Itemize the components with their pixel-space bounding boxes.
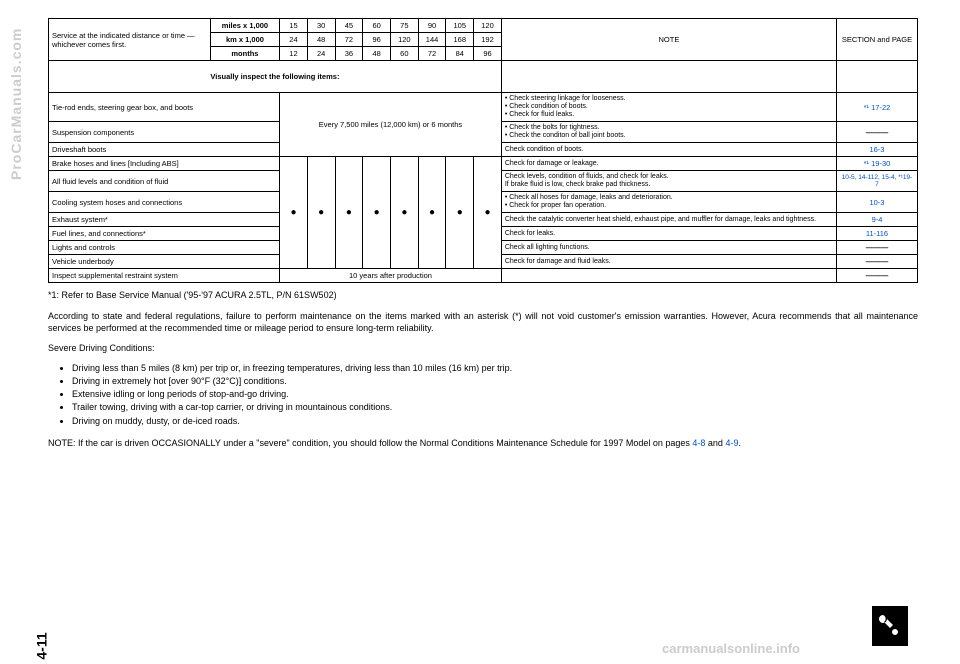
item-label: Driveshaft boots xyxy=(49,143,280,157)
footnote: *1: Refer to Base Service Manual ('95-'9… xyxy=(48,289,918,301)
page-ref: ——— xyxy=(836,255,917,269)
note-cell: Check for damage or leakage. xyxy=(501,157,836,171)
maintenance-table: Service at the indicated distance or tim… xyxy=(48,18,918,283)
note-cell: Check for leaks. xyxy=(501,227,836,241)
list-item: Driving in extremely hot [over 90°F (32°… xyxy=(72,375,918,387)
page-ref[interactable]: 10-5, 14-112, 15-4, *¹19-7 xyxy=(836,171,917,192)
page-ref[interactable]: 16-3 xyxy=(836,143,917,157)
item-label: Vehicle underbody xyxy=(49,255,280,269)
item-label: Brake hoses and lines [Including ABS] xyxy=(49,157,280,171)
list-item: Driving less than 5 miles (8 km) per tri… xyxy=(72,362,918,374)
page-link[interactable]: 4-8 xyxy=(692,438,705,448)
list-item: Driving on muddy, dusty, or de-iced road… xyxy=(72,415,918,427)
regulations-para: According to state and federal regulatio… xyxy=(48,310,918,334)
page-ref: ——— xyxy=(836,122,917,143)
visual-inspect-header: Visually inspect the following items: xyxy=(49,61,502,93)
note-cell: • Check steering linkage for looseness. … xyxy=(501,93,836,122)
severe-label: Severe Driving Conditions: xyxy=(48,342,918,354)
item-label: All fluid levels and condition of fluid xyxy=(49,171,280,192)
section-header: SECTION and PAGE xyxy=(836,19,917,61)
page-ref[interactable]: 10-3 xyxy=(836,192,917,213)
watermark-side: ProCarManuals.com xyxy=(8,28,24,180)
note-cell: Check the catalytic converter heat shiel… xyxy=(501,213,836,227)
note-cell: Check all lighting functions. xyxy=(501,241,836,255)
note-cell: • Check the bolts for tightness. • Check… xyxy=(501,122,836,143)
page-ref: ——— xyxy=(836,269,917,283)
note-header: NOTE xyxy=(501,19,836,61)
item-label: Suspension components xyxy=(49,122,280,143)
item-label: Inspect supplemental restraint system xyxy=(49,269,280,283)
row-label: miles x 1,000 xyxy=(210,19,279,33)
page-ref: ——— xyxy=(836,241,917,255)
page-ref[interactable]: *¹ 17-22 xyxy=(836,93,917,122)
page-ref[interactable]: 9-4 xyxy=(836,213,917,227)
severe-list: Driving less than 5 miles (8 km) per tri… xyxy=(72,362,918,427)
page-ref[interactable]: *¹ 19-30 xyxy=(836,157,917,171)
page-number: 4-11 xyxy=(34,632,50,659)
list-item: Extensive idling or long periods of stop… xyxy=(72,388,918,400)
note-cell: Check levels, condition of fluids, and c… xyxy=(501,171,836,192)
page-link[interactable]: 4-9 xyxy=(725,438,738,448)
note-cell: Check for damage and fluid leaks. xyxy=(501,255,836,269)
note-cell: Check condition of boots. xyxy=(501,143,836,157)
interval-cell: Every 7,500 miles (12,000 km) or 6 month… xyxy=(280,93,502,157)
note-para: NOTE: If the car is driven OCCASIONALLY … xyxy=(48,437,918,449)
body-text: *1: Refer to Base Service Manual ('95-'9… xyxy=(48,289,918,448)
item-label: Cooling system hoses and connections xyxy=(49,192,280,213)
page-ref[interactable]: 11-116 xyxy=(836,227,917,241)
watermark-bottom: carmanualsonline.info xyxy=(662,641,800,656)
item-label: Fuel lines, and connections* xyxy=(49,227,280,241)
item-label: Exhaust system* xyxy=(49,213,280,227)
maintenance-icon xyxy=(872,606,908,646)
item-label: Lights and controls xyxy=(49,241,280,255)
page-content: Service at the indicated distance or tim… xyxy=(48,18,918,457)
item-label: Tie-rod ends, steering gear box, and boo… xyxy=(49,93,280,122)
list-item: Trailer towing, driving with a car-top c… xyxy=(72,401,918,413)
inspect-value: 10 years after production xyxy=(280,269,502,283)
service-header: Service at the indicated distance or tim… xyxy=(49,19,211,61)
note-cell: • Check all hoses for damage, leaks and … xyxy=(501,192,836,213)
